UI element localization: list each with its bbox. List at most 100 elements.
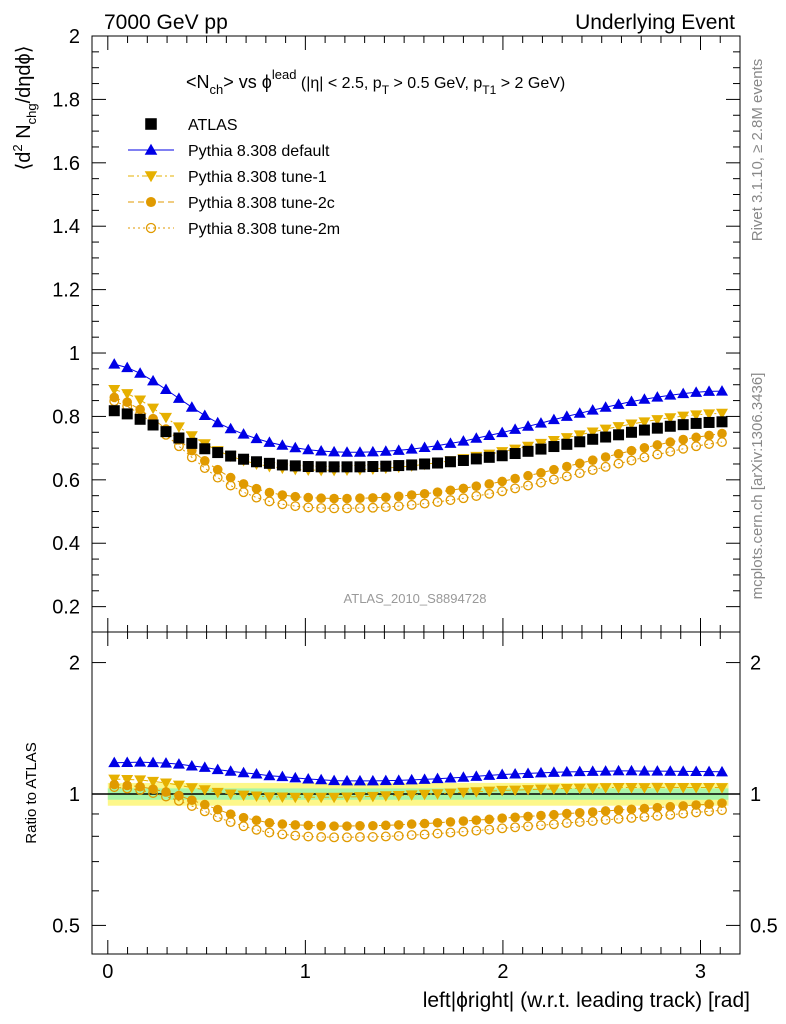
- legend: ATLAS Pythia 8.308 default Pythia 8.308 tu…: [128, 117, 340, 238]
- data-point: [586, 427, 599, 438]
- data-point: [432, 828, 443, 839]
- data-point: [250, 791, 263, 803]
- data-point: [380, 502, 391, 513]
- data-point: [225, 472, 236, 483]
- data-point: [574, 458, 585, 469]
- data-point: [612, 422, 625, 433]
- y-tick-label: 1.2: [52, 280, 80, 302]
- data-point: [704, 430, 714, 441]
- data-point: [613, 813, 624, 824]
- data-point: [678, 808, 689, 819]
- data-point: [277, 499, 288, 510]
- data-point: [626, 455, 637, 466]
- data-point: [329, 832, 340, 843]
- data-point: [665, 801, 676, 812]
- data-point: [536, 810, 546, 821]
- data-point: [522, 420, 535, 431]
- data-point: [573, 407, 586, 418]
- ratio-series-1: [108, 756, 729, 786]
- data-point: [148, 788, 159, 798]
- data-point: [134, 395, 147, 406]
- data-point: [121, 408, 133, 420]
- series-1: [108, 358, 729, 457]
- data-point: [147, 756, 160, 768]
- data-point: [703, 765, 716, 777]
- data-point: [690, 783, 703, 794]
- data-point: [393, 491, 404, 502]
- data-point: [380, 831, 391, 842]
- data-point: [496, 450, 508, 462]
- legend-item: ATLAS: [145, 117, 238, 134]
- data-point: [690, 386, 703, 397]
- data-point: [665, 446, 676, 457]
- mcplots-label: mcplots.cern.ch [arXiv:1306.3436]: [749, 373, 766, 600]
- data-point: [613, 458, 624, 469]
- data-point: [613, 429, 625, 441]
- data-point: [445, 495, 456, 506]
- data-point: [626, 812, 637, 823]
- legend-item: Pythia 8.308 tune-1: [128, 169, 327, 186]
- data-point: [134, 367, 147, 378]
- data-point: [419, 818, 430, 829]
- data-point: [522, 445, 534, 457]
- data-point: [290, 491, 301, 502]
- y-tick-label: 1.4: [52, 216, 80, 238]
- data-point: [380, 460, 392, 472]
- data-point: [303, 831, 314, 842]
- data-point: [587, 465, 598, 475]
- data-point: [186, 452, 197, 463]
- data-point: [690, 417, 702, 429]
- data-point: [457, 787, 470, 799]
- data-point: [316, 503, 327, 513]
- data-point: [600, 814, 611, 825]
- data-point: [159, 412, 172, 424]
- data-point: [145, 118, 157, 130]
- data-point: [355, 820, 365, 831]
- data-point: [664, 782, 677, 794]
- data-point: [445, 817, 456, 827]
- data-point: [445, 827, 456, 838]
- data-point: [315, 461, 327, 473]
- data-point: [445, 485, 456, 496]
- rivet-label: Rivet 3.1.10, ≥ 2.8M events: [749, 59, 766, 242]
- data-point: [224, 789, 237, 800]
- data-point: [290, 830, 301, 841]
- data-point: [523, 811, 533, 822]
- data-point: [651, 422, 663, 434]
- data-point: [250, 432, 263, 444]
- data-point: [652, 440, 663, 450]
- data-point: [457, 771, 470, 782]
- ratio-series: [108, 756, 729, 843]
- data-point: [108, 405, 120, 417]
- data-point: [600, 461, 611, 472]
- data-point: [587, 455, 598, 465]
- data-point: [470, 432, 483, 443]
- data-point: [263, 792, 276, 803]
- data-point: [561, 471, 572, 482]
- data-point: [509, 448, 521, 460]
- data-point: [534, 784, 547, 796]
- data-point: [264, 827, 275, 838]
- data-point: [562, 808, 572, 819]
- data-point: [535, 443, 547, 455]
- data-point: [691, 807, 702, 818]
- x-tick-label: 3: [695, 961, 706, 983]
- data-point: [329, 493, 339, 504]
- data-point: [381, 820, 391, 831]
- data-point: [392, 790, 405, 802]
- data-point: [691, 432, 701, 443]
- data-point: [484, 824, 495, 835]
- data-point: [444, 788, 457, 800]
- data-point: [238, 479, 249, 489]
- data-point: [263, 457, 275, 469]
- legend-item: Pythia 8.308 default: [128, 143, 330, 160]
- data-point: [290, 820, 301, 830]
- data-point: [355, 503, 365, 513]
- data-point: [405, 773, 418, 785]
- y-tick-label: 2: [69, 26, 80, 48]
- data-point: [638, 765, 651, 776]
- data-point: [716, 783, 729, 794]
- data-point: [547, 784, 560, 795]
- data-point: [263, 769, 276, 781]
- data-point: [354, 461, 366, 473]
